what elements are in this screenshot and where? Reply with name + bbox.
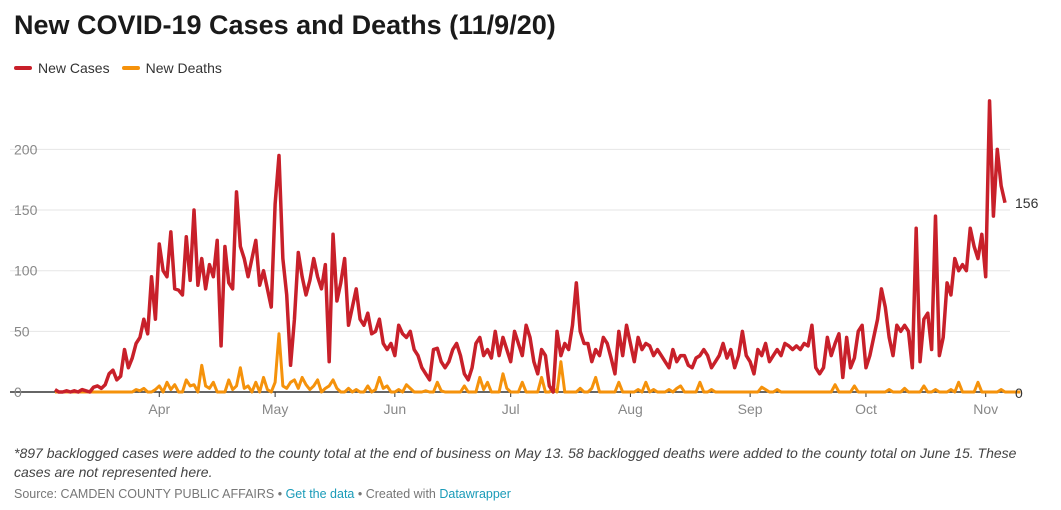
y-tick-label: 200 <box>14 141 38 157</box>
legend-label-deaths: New Deaths <box>145 60 222 76</box>
y-tick-label: 50 <box>14 323 30 339</box>
legend: New Cases New Deaths <box>14 60 234 76</box>
x-tick-label: Nov <box>973 401 998 417</box>
line-chart: 0 50 100 150 200 Apr May Jun Jul Aug Sep Oct Nov 15… <box>10 99 1039 417</box>
series-line-new-deaths <box>55 332 1021 394</box>
y-tick-label: 150 <box>14 202 38 218</box>
end-label-deaths: 0 <box>1015 385 1023 401</box>
x-tick-label: Jul <box>502 401 520 417</box>
x-tick-label: May <box>262 401 288 417</box>
get-data-link[interactable]: Get the data <box>285 487 355 501</box>
created-with-text: • Created with <box>354 487 440 501</box>
legend-swatch-cases <box>14 66 32 70</box>
x-tick-label: Oct <box>855 401 877 417</box>
legend-label-cases: New Cases <box>38 60 110 76</box>
chart-title: New COVID-19 Cases and Deaths (11/9/20) <box>14 10 556 40</box>
datawrapper-link[interactable]: Datawrapper <box>439 487 511 501</box>
y-tick-label: 100 <box>14 263 38 279</box>
x-tick-label: Sep <box>738 401 763 417</box>
source-text: Source: CAMDEN COUNTY PUBLIC AFFAIRS • <box>14 487 286 501</box>
footer: Source: CAMDEN COUNTY PUBLIC AFFAIRS • G… <box>14 487 511 501</box>
x-tick-label: Jun <box>384 401 407 417</box>
x-tick-label: Aug <box>618 401 643 417</box>
legend-item-cases: New Cases <box>14 60 110 76</box>
end-label-cases: 156 <box>1015 195 1039 211</box>
series-line-new-cases <box>54 99 1007 394</box>
x-axis-ticks: Apr May Jun Jul Aug Sep Oct Nov <box>148 392 998 417</box>
legend-item-deaths: New Deaths <box>121 60 222 76</box>
y-tick-label: 0 <box>14 384 22 400</box>
legend-swatch-deaths <box>121 66 140 70</box>
footnote: *897 backlogged cases were added to the … <box>14 445 1017 480</box>
y-axis-ticks: 0 50 100 150 200 <box>14 141 38 400</box>
x-tick-label: Apr <box>148 401 170 417</box>
